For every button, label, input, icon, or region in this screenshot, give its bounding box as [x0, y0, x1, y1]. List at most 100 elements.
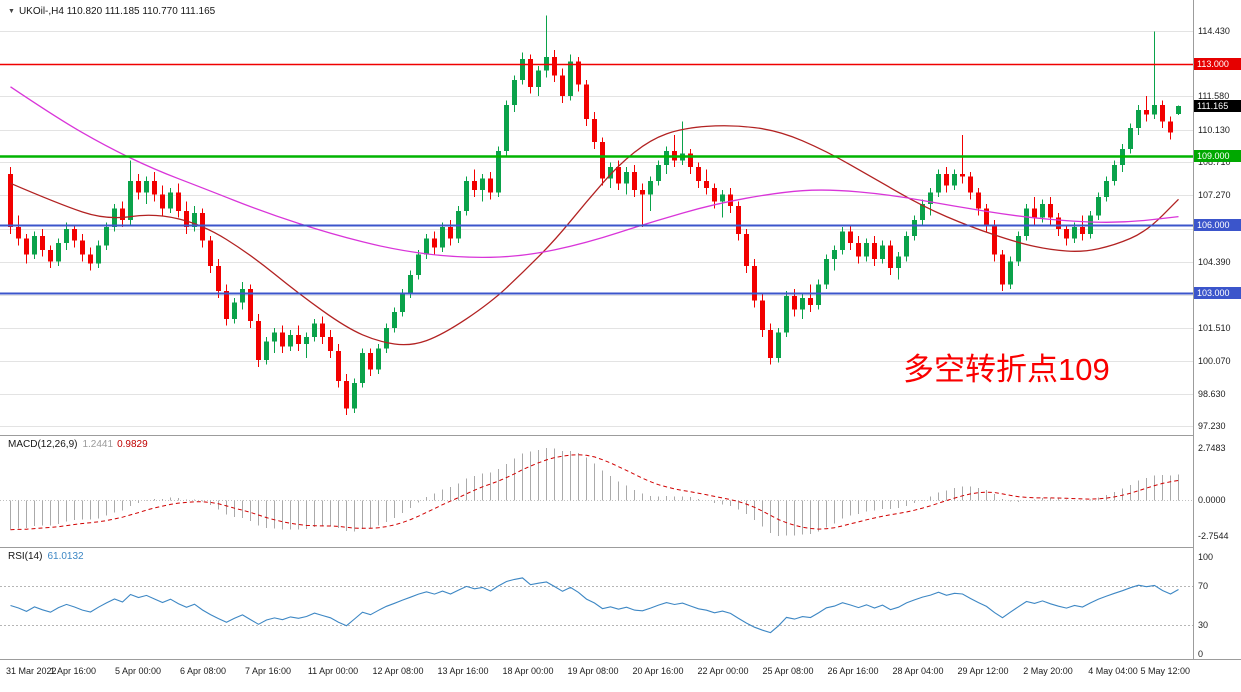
candle-body-down — [184, 210, 189, 227]
candlestick-chart-canvas[interactable] — [0, 0, 1193, 435]
rsi-axis-label: 100 — [1198, 552, 1214, 562]
candle-body-up — [912, 220, 917, 237]
candle-body-down — [152, 180, 157, 195]
candle-body-up — [864, 242, 869, 257]
candle-body-up — [408, 275, 413, 294]
panel-separator[interactable] — [0, 547, 1241, 548]
candle-body-up — [400, 293, 405, 312]
main-chart-panel[interactable]: ▼ UKOil-,H4 110.820 111.185 110.770 111.… — [0, 0, 1193, 435]
candle-body-down — [848, 231, 853, 243]
candle-body-down — [1056, 217, 1061, 230]
candle-body-down — [1080, 226, 1085, 234]
candle-body-down — [48, 249, 53, 262]
candle-body-down — [336, 350, 341, 381]
candle-body-down — [1160, 105, 1165, 122]
time-axis[interactable]: 31 Mar 2022 1 Apr 16:00 5 Apr 00:00 6 Apr 0… — [0, 660, 1241, 692]
time-axis-label: 31 Mar 2022 — [6, 666, 57, 676]
candle-body-up — [776, 332, 781, 358]
rsi-indicator-panel[interactable]: RSI(14) 61.0132 — [0, 548, 1193, 659]
time-axis-label: 4 May 04:00 — [1088, 666, 1138, 676]
chinese-annotation-text: 多空转折点109 — [903, 352, 1110, 387]
candle-body-down — [984, 208, 989, 225]
candle-body-up — [1072, 226, 1077, 239]
candle-body-down — [768, 330, 773, 358]
candle-body-up — [480, 178, 485, 191]
price-axis-label: 108.710 — [1198, 157, 1231, 168]
candle-body-down — [176, 192, 181, 211]
candle-body-up — [352, 383, 357, 409]
candle-body-up — [496, 151, 501, 193]
price-axis-label: 110.130 — [1198, 124, 1230, 135]
candle-body-down — [208, 240, 213, 266]
macd-indicator-panel[interactable]: MACD(12,26,9) 1.2441 0.9829 — [0, 436, 1193, 547]
candle-body-down — [528, 59, 533, 87]
macd-name-text: MACD(12,26,9) — [8, 439, 78, 450]
panel-separator[interactable] — [0, 435, 1241, 436]
candle-body-up — [144, 180, 149, 193]
candle-body-up — [1152, 105, 1157, 115]
candle-body-down — [472, 180, 477, 191]
macd-signal-value: 0.9829 — [117, 439, 148, 450]
candle-body-up — [800, 298, 805, 310]
candle-body-down — [8, 174, 13, 227]
candle-body-down — [736, 206, 741, 234]
candle-body-up — [32, 236, 37, 255]
candle-body-up — [168, 192, 173, 209]
candle-body-down — [632, 171, 637, 191]
time-axis-label: 11 Apr 00:00 — [307, 666, 359, 676]
time-axis-label: 26 Apr 16:00 — [827, 666, 879, 676]
candle-body-up — [312, 323, 317, 338]
macd-axis-label: -2.7544 — [1198, 531, 1229, 541]
price-level-badge: 103.000 — [1194, 287, 1241, 300]
candle-body-up — [384, 327, 389, 349]
candle-body-down — [616, 167, 621, 184]
time-axis-label: 20 Apr 16:00 — [632, 666, 684, 676]
candle-body-up — [568, 61, 573, 96]
candle-body-down — [600, 141, 605, 179]
macd-chart-canvas[interactable] — [0, 436, 1193, 547]
candle-body-down — [216, 265, 221, 292]
candle-body-up — [1128, 128, 1133, 149]
price-axis-label: 98.630 — [1198, 388, 1226, 399]
candle-body-down — [752, 265, 757, 301]
candle-body-up — [376, 348, 381, 370]
price-axis-label: 114.430 — [1198, 26, 1230, 36]
price-level-badge: 109.000 — [1194, 149, 1241, 162]
candle-body-up — [392, 311, 397, 328]
candle-body-down — [560, 75, 565, 96]
candle-body-up — [440, 226, 445, 248]
candle-body-down — [136, 180, 141, 193]
candle-body-up — [288, 334, 293, 347]
time-axis-label: 1 Apr 16:00 — [49, 666, 97, 676]
candle-body-up — [608, 167, 613, 179]
candle-body-down — [296, 334, 301, 345]
candle-body-up — [920, 203, 925, 221]
candle-body-up — [520, 59, 525, 80]
candle-body-down — [80, 240, 85, 255]
candle-body-down — [856, 242, 861, 257]
price-axis-divider — [1193, 0, 1194, 659]
candle-body-up — [504, 105, 509, 152]
macd-main-value: 1.2441 — [82, 439, 114, 450]
rsi-chart-canvas[interactable] — [0, 548, 1193, 659]
candle-body-up — [664, 151, 669, 165]
candle-body-up — [128, 180, 133, 221]
candle-body-down — [744, 233, 749, 266]
candle-body-up — [1136, 109, 1141, 129]
price-axis[interactable]: 114.430 111.580 110.130 108.710 107.270 104.3… — [1194, 0, 1241, 659]
candle-body-down — [448, 226, 453, 239]
candle-body-down — [432, 238, 437, 248]
candle-body-down — [992, 224, 997, 255]
candle-body-up — [832, 249, 837, 260]
candle-body-down — [328, 337, 333, 351]
candle-body-down — [968, 176, 973, 193]
candle-body-up — [232, 302, 237, 319]
candle-body-down — [944, 174, 949, 186]
candle-body-up — [264, 341, 269, 361]
time-axis-label: 6 Apr 08:00 — [179, 666, 227, 676]
price-level-badge: 113.000 — [1194, 57, 1241, 70]
time-axis-label: 25 Apr 08:00 — [762, 666, 814, 676]
time-axis-label: 13 Apr 16:00 — [437, 666, 489, 676]
candle-body-up — [1040, 203, 1045, 218]
symbol-ohlc-text: UKOil-,H4 110.820 111.185 110.770 111.16… — [18, 6, 216, 17]
